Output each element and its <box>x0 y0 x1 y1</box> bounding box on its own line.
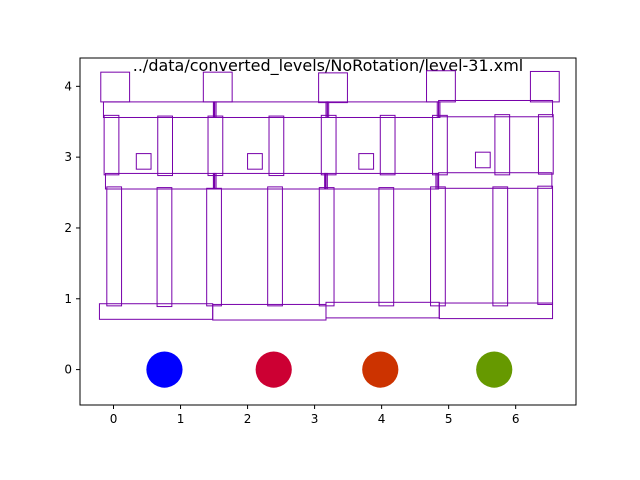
block-outline-35 <box>267 186 283 307</box>
block-outline-11 <box>436 101 441 118</box>
block-outline-38 <box>430 186 446 307</box>
y-tick-label-1: 1 <box>64 292 72 306</box>
block-outline-6 <box>214 101 328 118</box>
block-outline-0 <box>100 71 131 103</box>
y-tick-label-0: 0 <box>64 363 72 377</box>
circle-marker-3 <box>476 351 513 388</box>
block-outline-2 <box>318 72 348 104</box>
block-outline-32 <box>106 186 123 307</box>
x-tick-label-1: 1 <box>177 412 185 426</box>
block-outline-33 <box>156 187 173 308</box>
block-outline-4 <box>529 70 560 103</box>
block-outline-30 <box>324 172 328 190</box>
y-tick-label-4: 4 <box>64 79 72 93</box>
block-outline-9 <box>212 101 217 118</box>
block-outline-22 <box>247 153 263 170</box>
circle-marker-0 <box>146 351 183 388</box>
block-outline-19 <box>494 114 511 176</box>
block-outline-40 <box>537 185 554 305</box>
block-outline-37 <box>378 187 395 307</box>
block-outline-36 <box>318 187 335 307</box>
block-outline-24 <box>474 151 491 169</box>
x-tick-label-5: 5 <box>445 412 453 426</box>
block-outline-3 <box>426 70 456 103</box>
chart-title: ../data/converted_levels/NoRotation/leve… <box>133 56 523 76</box>
block-outline-17 <box>379 114 396 176</box>
circle-marker-2 <box>362 351 399 388</box>
block-outline-15 <box>268 115 285 177</box>
block-outline-34 <box>206 187 222 307</box>
block-outline-18 <box>432 114 448 176</box>
x-tick-label-2: 2 <box>244 412 252 426</box>
block-outline-29 <box>212 172 217 190</box>
x-tick-label-6: 6 <box>512 412 520 426</box>
block-outline-27 <box>325 172 438 190</box>
block-outline-31 <box>435 172 440 190</box>
block-outline-39 <box>492 186 509 307</box>
block-outline-21 <box>135 153 152 170</box>
block-outline-26 <box>214 172 326 190</box>
x-tick-label-4: 4 <box>378 412 386 426</box>
block-outline-43 <box>325 301 440 319</box>
y-tick-label-2: 2 <box>64 221 72 235</box>
circle-marker-1 <box>255 351 292 388</box>
block-outline-23 <box>358 153 375 170</box>
block-outline-14 <box>207 115 224 177</box>
x-tick-label-0: 0 <box>110 412 118 426</box>
block-outline-1 <box>202 71 233 103</box>
block-outline-10 <box>325 101 330 118</box>
axis-ticks: 0 1 2 3 4 5 6 0 1 2 3 4 <box>64 79 519 426</box>
block-outline-5 <box>102 101 215 118</box>
y-tick-label-3: 3 <box>64 150 72 164</box>
block-outline-13 <box>157 115 173 177</box>
block-outline-12 <box>103 114 120 176</box>
block-outline-8 <box>438 99 554 118</box>
plot-marks <box>98 70 560 388</box>
block-outline-20 <box>537 114 554 175</box>
axes-frame <box>79 57 577 406</box>
x-tick-label-3: 3 <box>311 412 319 426</box>
block-outline-16 <box>320 114 337 176</box>
block-outline-25 <box>104 172 215 190</box>
block-outline-44 <box>438 302 554 320</box>
block-outline-42 <box>212 303 327 321</box>
